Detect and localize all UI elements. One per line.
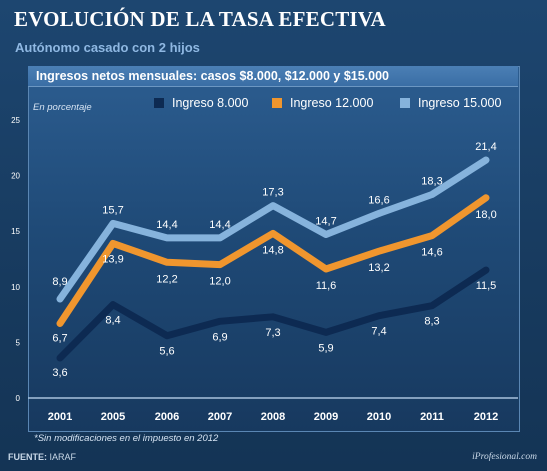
legend-label-15000: Ingreso 15.000 xyxy=(418,95,502,110)
data-label-8000: 3,6 xyxy=(52,367,67,379)
footnote: *Sin modificaciones en el impuesto en 20… xyxy=(34,433,219,444)
x-tick-label: 2001 xyxy=(48,411,72,423)
data-label-8000: 7,4 xyxy=(371,326,386,338)
legend-swatch-8000 xyxy=(154,97,164,108)
y-tick-label: 10 xyxy=(11,283,20,292)
data-label-8000: 8,3 xyxy=(424,316,439,328)
chart-panel xyxy=(28,66,520,432)
data-label-12000: 18,0 xyxy=(475,209,496,221)
page-subtitle: Autónomo casado con 2 hijos xyxy=(15,40,200,55)
chart-title-bar xyxy=(28,66,518,87)
legend-label-8000: Ingreso 8.000 xyxy=(172,95,249,110)
series-line-8000 xyxy=(56,266,490,362)
y-tick-label: 25 xyxy=(11,116,20,125)
data-label-15000: 14,4 xyxy=(156,219,177,231)
data-label-12000: 13,9 xyxy=(102,253,123,265)
legend-swatch-15000 xyxy=(400,97,410,108)
y-tick-label: 5 xyxy=(16,338,21,347)
data-label-8000: 8,4 xyxy=(105,315,120,327)
source-line: FUENTE: IARAF xyxy=(8,452,76,462)
data-label-15000: 17,3 xyxy=(262,187,283,199)
series-line-15000 xyxy=(56,156,490,303)
legend-item-12000: Ingreso 12.000 xyxy=(272,94,373,110)
data-label-15000: 15,7 xyxy=(102,204,123,216)
data-label-12000: 12,0 xyxy=(209,276,230,288)
data-label-8000: 6,9 xyxy=(212,331,227,343)
y-axis-label: En porcentaje xyxy=(33,102,92,113)
data-label-15000: 8,9 xyxy=(52,276,67,288)
data-label-12000: 6,7 xyxy=(52,333,67,345)
legend-swatch-12000 xyxy=(272,97,282,108)
credit-logo: iProfesional.com xyxy=(472,452,537,462)
y-tick-label: 0 xyxy=(16,394,21,403)
x-tick-label: 2008 xyxy=(261,411,285,423)
x-tick-label: 2007 xyxy=(208,411,232,423)
data-label-15000: 16,6 xyxy=(368,194,389,206)
page-title: EVOLUCIÓN DE LA TASA EFECTIVA xyxy=(14,7,386,31)
x-tick-label: 2006 xyxy=(155,411,179,423)
data-label-12000: 13,2 xyxy=(368,262,389,274)
data-label-15000: 21,4 xyxy=(475,141,496,153)
legend-item-15000: Ingreso 15.000 xyxy=(400,94,501,110)
data-label-15000: 14,4 xyxy=(209,219,230,231)
legend-label-12000: Ingreso 12.000 xyxy=(290,95,374,110)
data-label-15000: 14,7 xyxy=(315,216,336,228)
data-label-8000: 11,5 xyxy=(476,280,497,292)
data-label-12000: 11,6 xyxy=(316,280,337,292)
chart-title: Ingresos netos mensuales: casos $8.000, … xyxy=(36,69,389,83)
data-label-12000: 12,2 xyxy=(156,273,177,285)
x-tick-label: 2012 xyxy=(474,411,498,423)
data-label-8000: 7,3 xyxy=(265,327,280,339)
x-tick-label: 2011 xyxy=(420,411,444,423)
data-label-15000: 18,3 xyxy=(421,176,442,188)
legend-item-8000: Ingreso 8.000 xyxy=(154,94,248,110)
x-tick-label: 2009 xyxy=(314,411,338,423)
x-tick-label: 2005 xyxy=(101,411,125,423)
x-tick-label: 2010 xyxy=(367,411,391,423)
source-value: IARAF xyxy=(49,452,77,462)
data-label-8000: 5,6 xyxy=(159,346,174,358)
data-label-8000: 5,9 xyxy=(318,342,333,354)
y-tick-label: 20 xyxy=(11,172,20,181)
source-label: FUENTE: xyxy=(8,452,47,462)
series-line-12000 xyxy=(56,194,490,327)
data-label-12000: 14,8 xyxy=(262,244,283,256)
y-tick-label: 15 xyxy=(11,227,20,236)
data-label-12000: 14,6 xyxy=(421,247,442,259)
